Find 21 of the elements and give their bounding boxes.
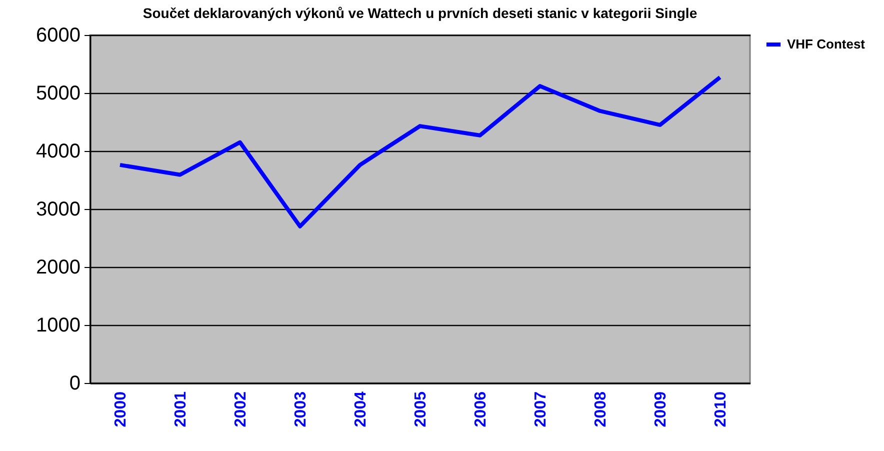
x-tick-label: 2010 — [712, 391, 730, 428]
x-tick-label: 2005 — [412, 391, 430, 428]
x-tick-label: 2006 — [472, 391, 490, 428]
x-tick-label: 2002 — [232, 391, 250, 428]
y-tick-label: 1000 — [36, 314, 80, 336]
x-tick-label: 2008 — [592, 391, 610, 428]
line-series — [118, 75, 722, 228]
y-tick-label: 0 — [69, 372, 80, 394]
x-tick-label: 2003 — [292, 391, 310, 428]
x-tick-label: 2000 — [112, 391, 130, 428]
legend-label: VHF Contest — [787, 36, 866, 52]
y-tick-label: 6000 — [36, 24, 80, 46]
x-tick-label: 2007 — [532, 391, 550, 428]
x-tick-label: 2001 — [172, 391, 190, 428]
y-tick-label: 3000 — [36, 198, 80, 220]
chart-title: Součet deklarovaných výkonů ve Wattech u prvních deseti stanic v kategorii Single — [142, 5, 698, 21]
x-tick-label: 2004 — [352, 391, 370, 428]
y-tick-label: 2000 — [36, 256, 80, 278]
y-tick-label: 4000 — [36, 140, 80, 162]
x-tick-label: 2009 — [652, 391, 670, 428]
y-tick-label: 5000 — [36, 82, 80, 104]
